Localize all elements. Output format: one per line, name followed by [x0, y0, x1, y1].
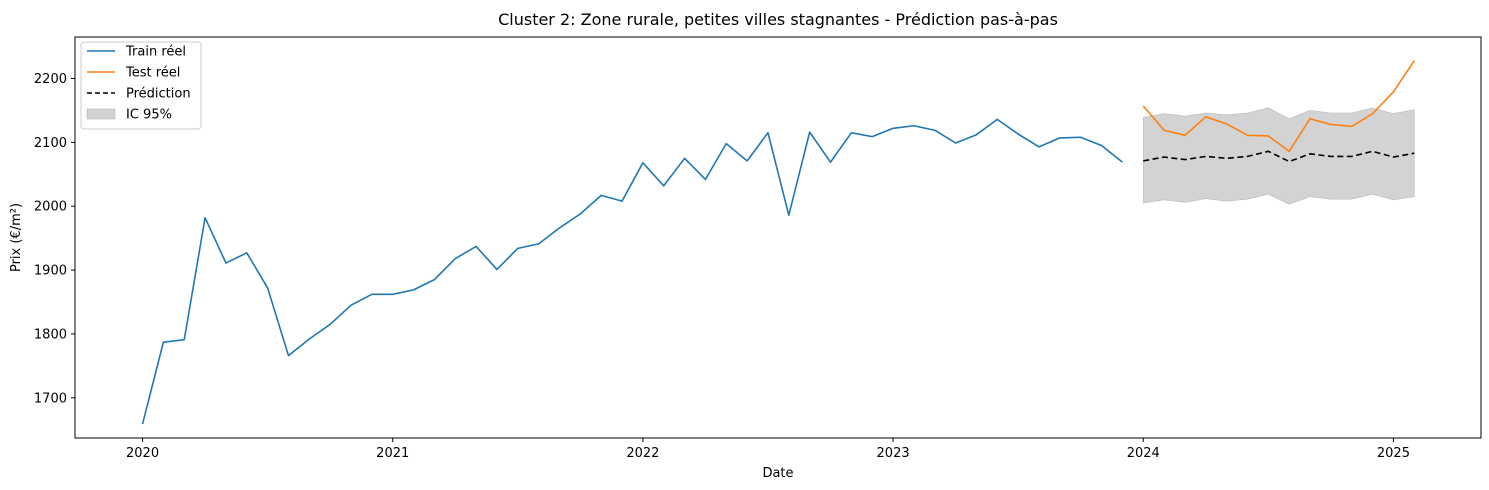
y-tick-label: 1700: [34, 391, 67, 406]
y-axis-label: Prix (€/m²): [9, 203, 24, 272]
chart-title: Cluster 2: Zone rurale, petites villes s…: [498, 10, 1058, 29]
test-series-line: [1142, 60, 1415, 153]
legend-label: Test réel: [125, 66, 180, 81]
x-tick-label: 2022: [626, 446, 659, 461]
x-axis-label: Date: [762, 466, 793, 481]
legend-label: Prédiction: [126, 87, 191, 102]
legend-swatch: [86, 108, 116, 120]
x-tick-label: 2021: [376, 446, 409, 461]
legend: Train réel Test réel Prédiction IC 95%: [80, 41, 202, 130]
x-tick-label: 2025: [1377, 446, 1410, 461]
x-tick-label: 2023: [877, 446, 910, 461]
x-tick-label: 2024: [1127, 446, 1160, 461]
y-tick-label: 1900: [34, 264, 67, 279]
prediction-series-line: [1143, 150, 1415, 163]
y-tick-label: 2200: [34, 72, 67, 87]
legend-label: Train réel: [125, 45, 186, 60]
axes: 2020 2021 2022 2023 2024 2025 1700 1800 1900 2000…: [34, 72, 1410, 461]
y-tick-label: 1800: [34, 327, 67, 342]
plot-area: [141, 60, 1415, 425]
legend-box: [80, 41, 202, 130]
train-series-line: [141, 118, 1123, 425]
y-tick-label: 2100: [34, 136, 67, 151]
plot-frame: [74, 36, 1482, 439]
x-tick-label: 2020: [126, 446, 159, 461]
legend-label: IC 95%: [126, 108, 172, 123]
y-tick-label: 2000: [34, 200, 67, 215]
